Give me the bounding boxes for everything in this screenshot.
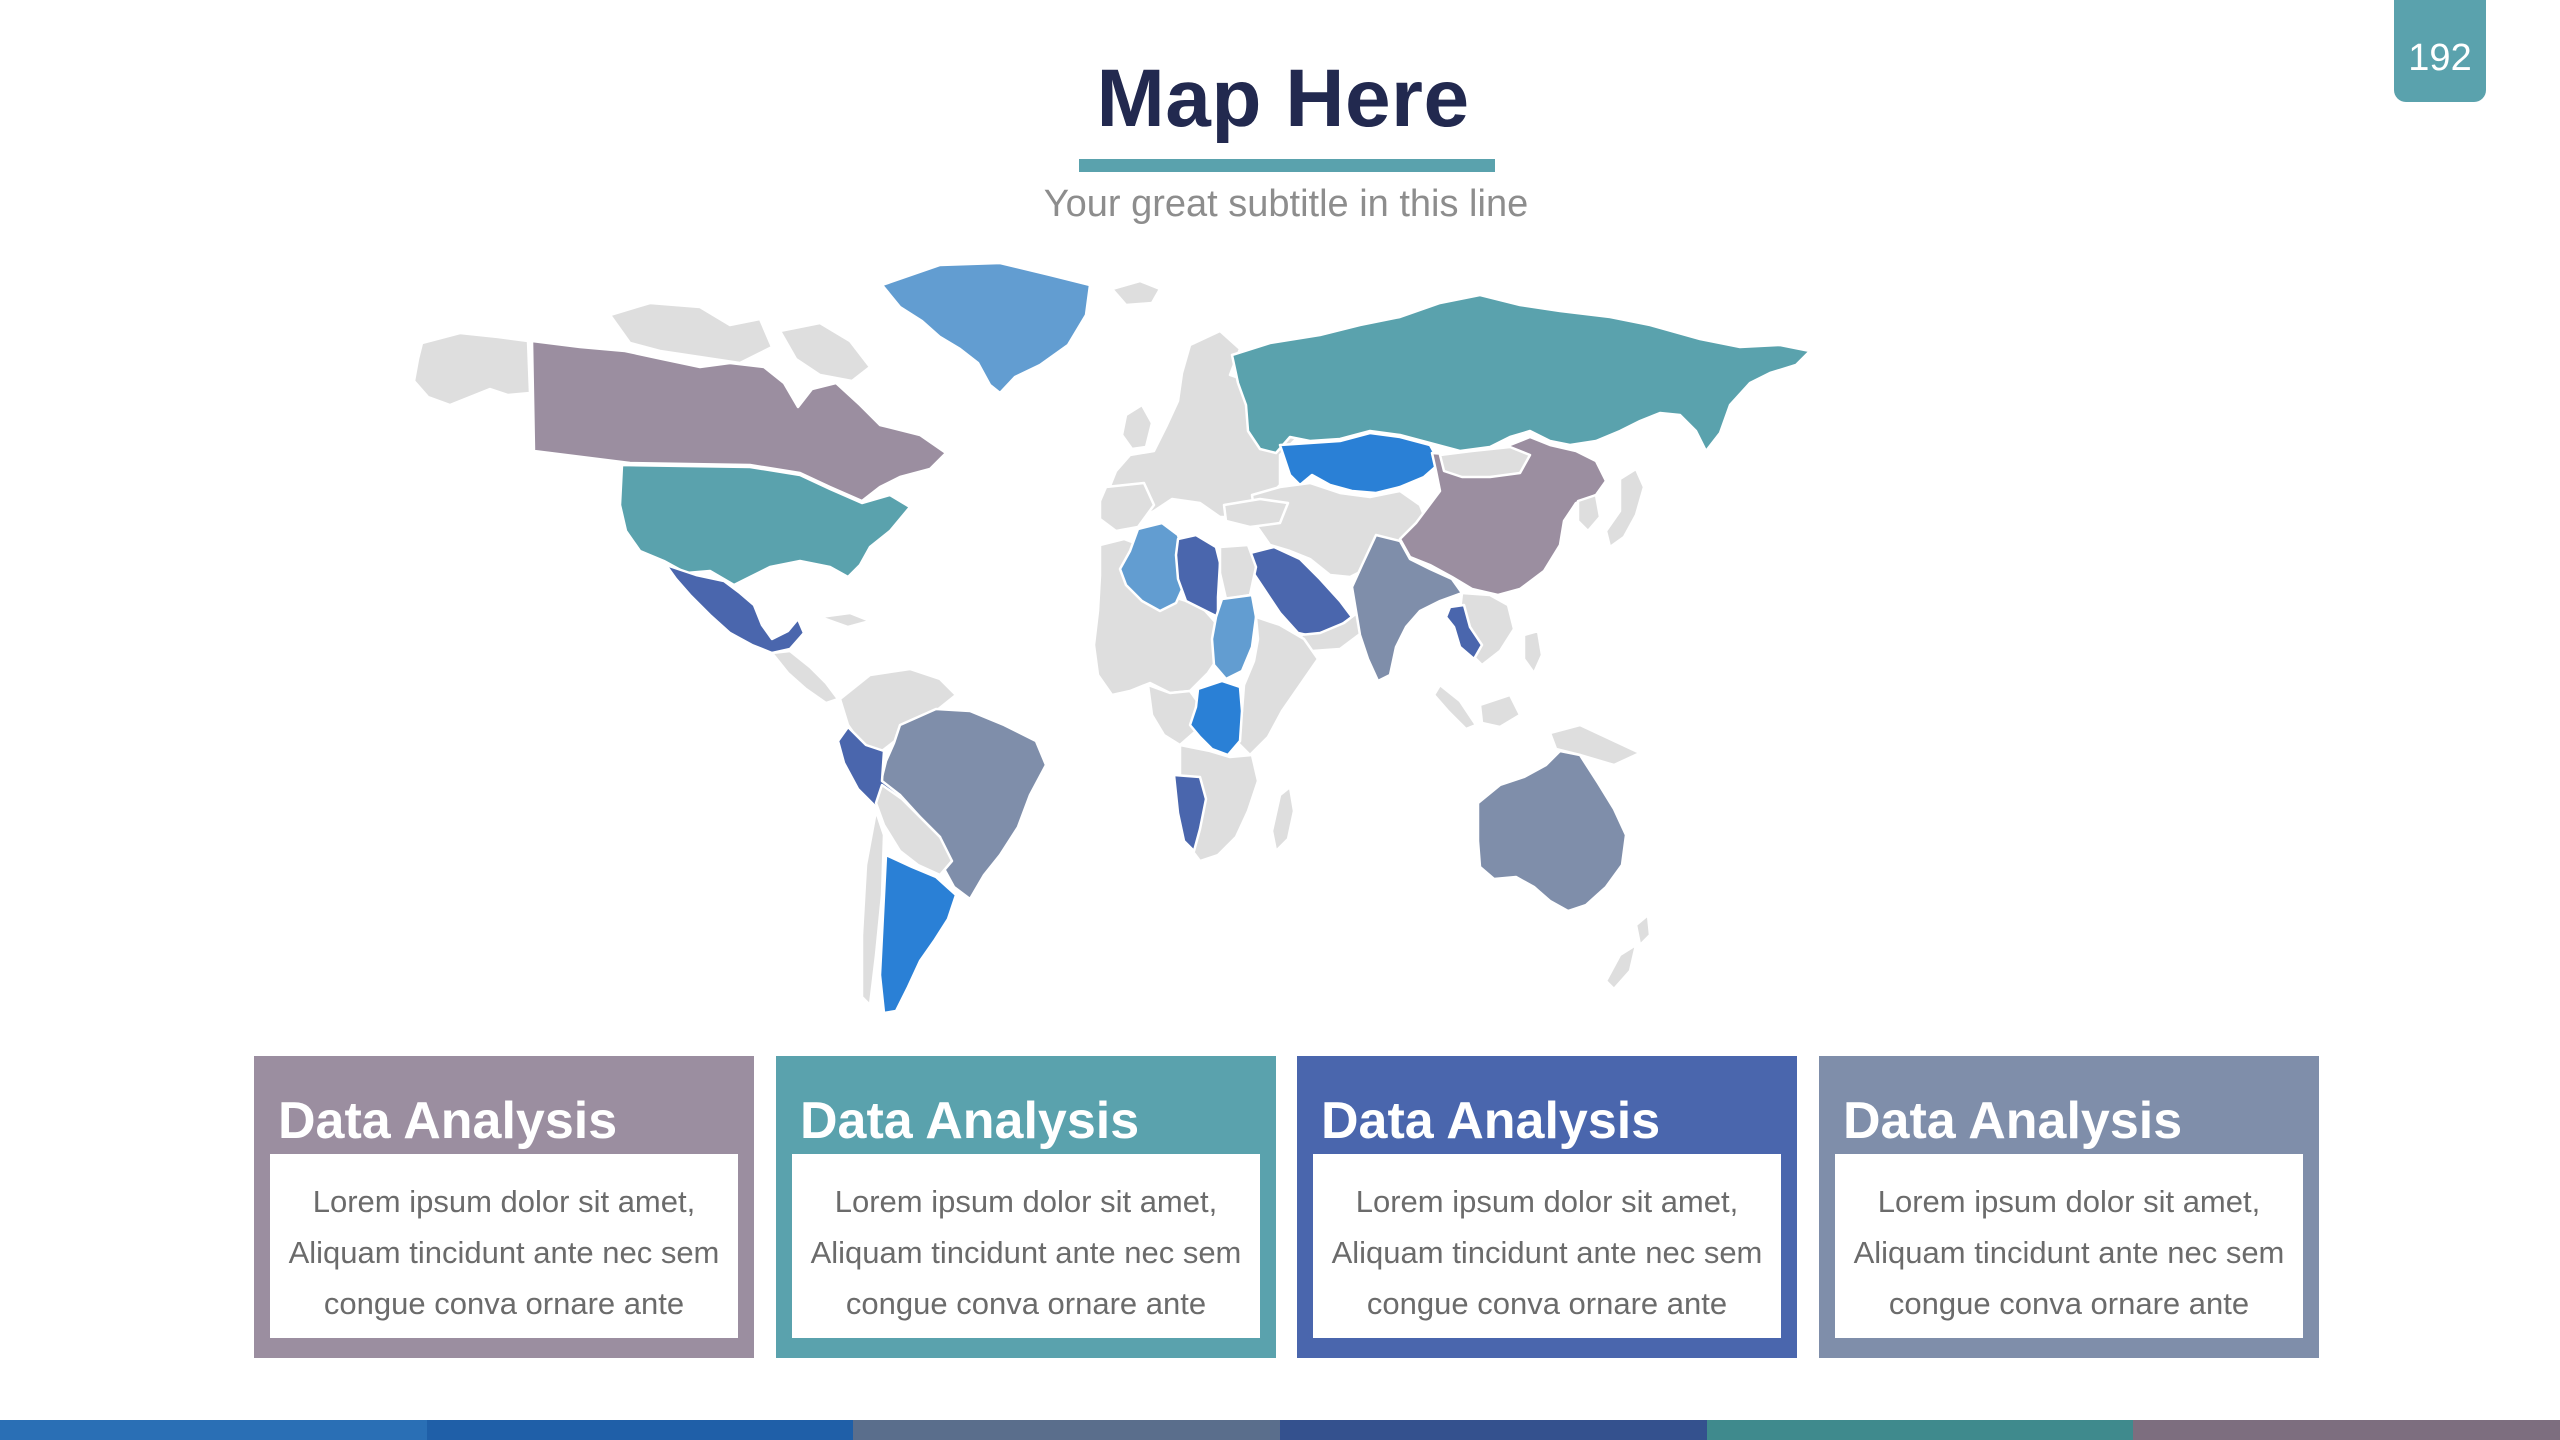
card-title: Data Analysis [1321, 1092, 1661, 1150]
card-title: Data Analysis [1843, 1092, 2183, 1150]
map-region-china [1398, 435, 1608, 597]
title-underline [1079, 159, 1495, 172]
footer-segment [1280, 1420, 1707, 1440]
card-body: Lorem ipsum dolor sit amet, Aliquam tinc… [1313, 1154, 1781, 1338]
map-region-namibia [1172, 773, 1208, 853]
card-body: Lorem ipsum dolor sit amet, Aliquam tinc… [1835, 1154, 2303, 1338]
map-region-korea [1576, 493, 1602, 533]
page-number-badge: 192 [2394, 0, 2486, 102]
map-region-japan [1604, 467, 1646, 549]
map-region-new-zealand-south [1604, 943, 1638, 991]
map-region-uk [1120, 403, 1154, 451]
map-region-canada [530, 339, 948, 503]
map-region-united-states [618, 463, 912, 587]
map-region-madagascar [1270, 785, 1296, 853]
footer-segment [426, 1420, 854, 1440]
map-region-south-cone [874, 783, 954, 877]
footer-segment [2133, 1420, 2560, 1440]
map-region-iberia [1098, 481, 1156, 533]
map-region-alaska [412, 331, 532, 407]
footer-segment [0, 1420, 427, 1440]
footer-segment [853, 1420, 1281, 1440]
map-region-baffin [778, 321, 872, 383]
map-region-kazakhstan [1278, 431, 1442, 495]
data-analysis-card-1: Data Analysis Lorem ipsum dolor sit amet… [254, 1056, 754, 1358]
map-region-central-america [770, 649, 840, 705]
card-body: Lorem ipsum dolor sit amet, Aliquam tinc… [270, 1154, 738, 1338]
data-analysis-card-4: Data Analysis Lorem ipsum dolor sit amet… [1819, 1056, 2319, 1358]
card-title: Data Analysis [800, 1092, 1140, 1150]
map-region-india [1350, 533, 1464, 683]
map-region-sudan [1210, 593, 1258, 681]
map-region-egypt [1218, 543, 1258, 601]
card-title: Data Analysis [278, 1092, 618, 1150]
map-region-indonesia-central [1478, 693, 1522, 729]
map-region-russia [1230, 293, 1812, 455]
map-region-mongolia [1438, 445, 1532, 479]
map-region-turkey [1222, 497, 1290, 529]
card-body: Lorem ipsum dolor sit amet, Aliquam tinc… [792, 1154, 1260, 1338]
map-region-dr-congo [1188, 679, 1244, 757]
map-region-east-africa [1234, 615, 1320, 757]
map-region-philippines [1522, 629, 1544, 675]
page-title: Map Here [1096, 53, 1470, 144]
map-region-thailand [1444, 603, 1484, 661]
map-region-new-zealand [1634, 913, 1652, 947]
map-region-iceland [1110, 279, 1162, 307]
page-subtitle: Your great subtitle in this line [1043, 183, 1529, 225]
map-region-mexico [664, 563, 806, 655]
footer-color-bar [0, 1420, 2560, 1440]
map-region-caribbean [818, 611, 872, 629]
world-map [412, 261, 1812, 1015]
map-region-algeria [1118, 521, 1186, 613]
map-region-greenland [880, 261, 1092, 395]
footer-segment [1706, 1420, 2134, 1440]
map-region-chile [860, 809, 886, 1007]
data-analysis-card-3: Data Analysis Lorem ipsum dolor sit amet… [1297, 1056, 1797, 1358]
map-region-argentina [878, 853, 958, 1015]
map-region-arctic-islands [608, 301, 774, 365]
data-analysis-card-2: Data Analysis Lorem ipsum dolor sit amet… [776, 1056, 1276, 1358]
map-region-indonesia-west [1432, 683, 1478, 731]
map-region-australia [1476, 749, 1628, 913]
